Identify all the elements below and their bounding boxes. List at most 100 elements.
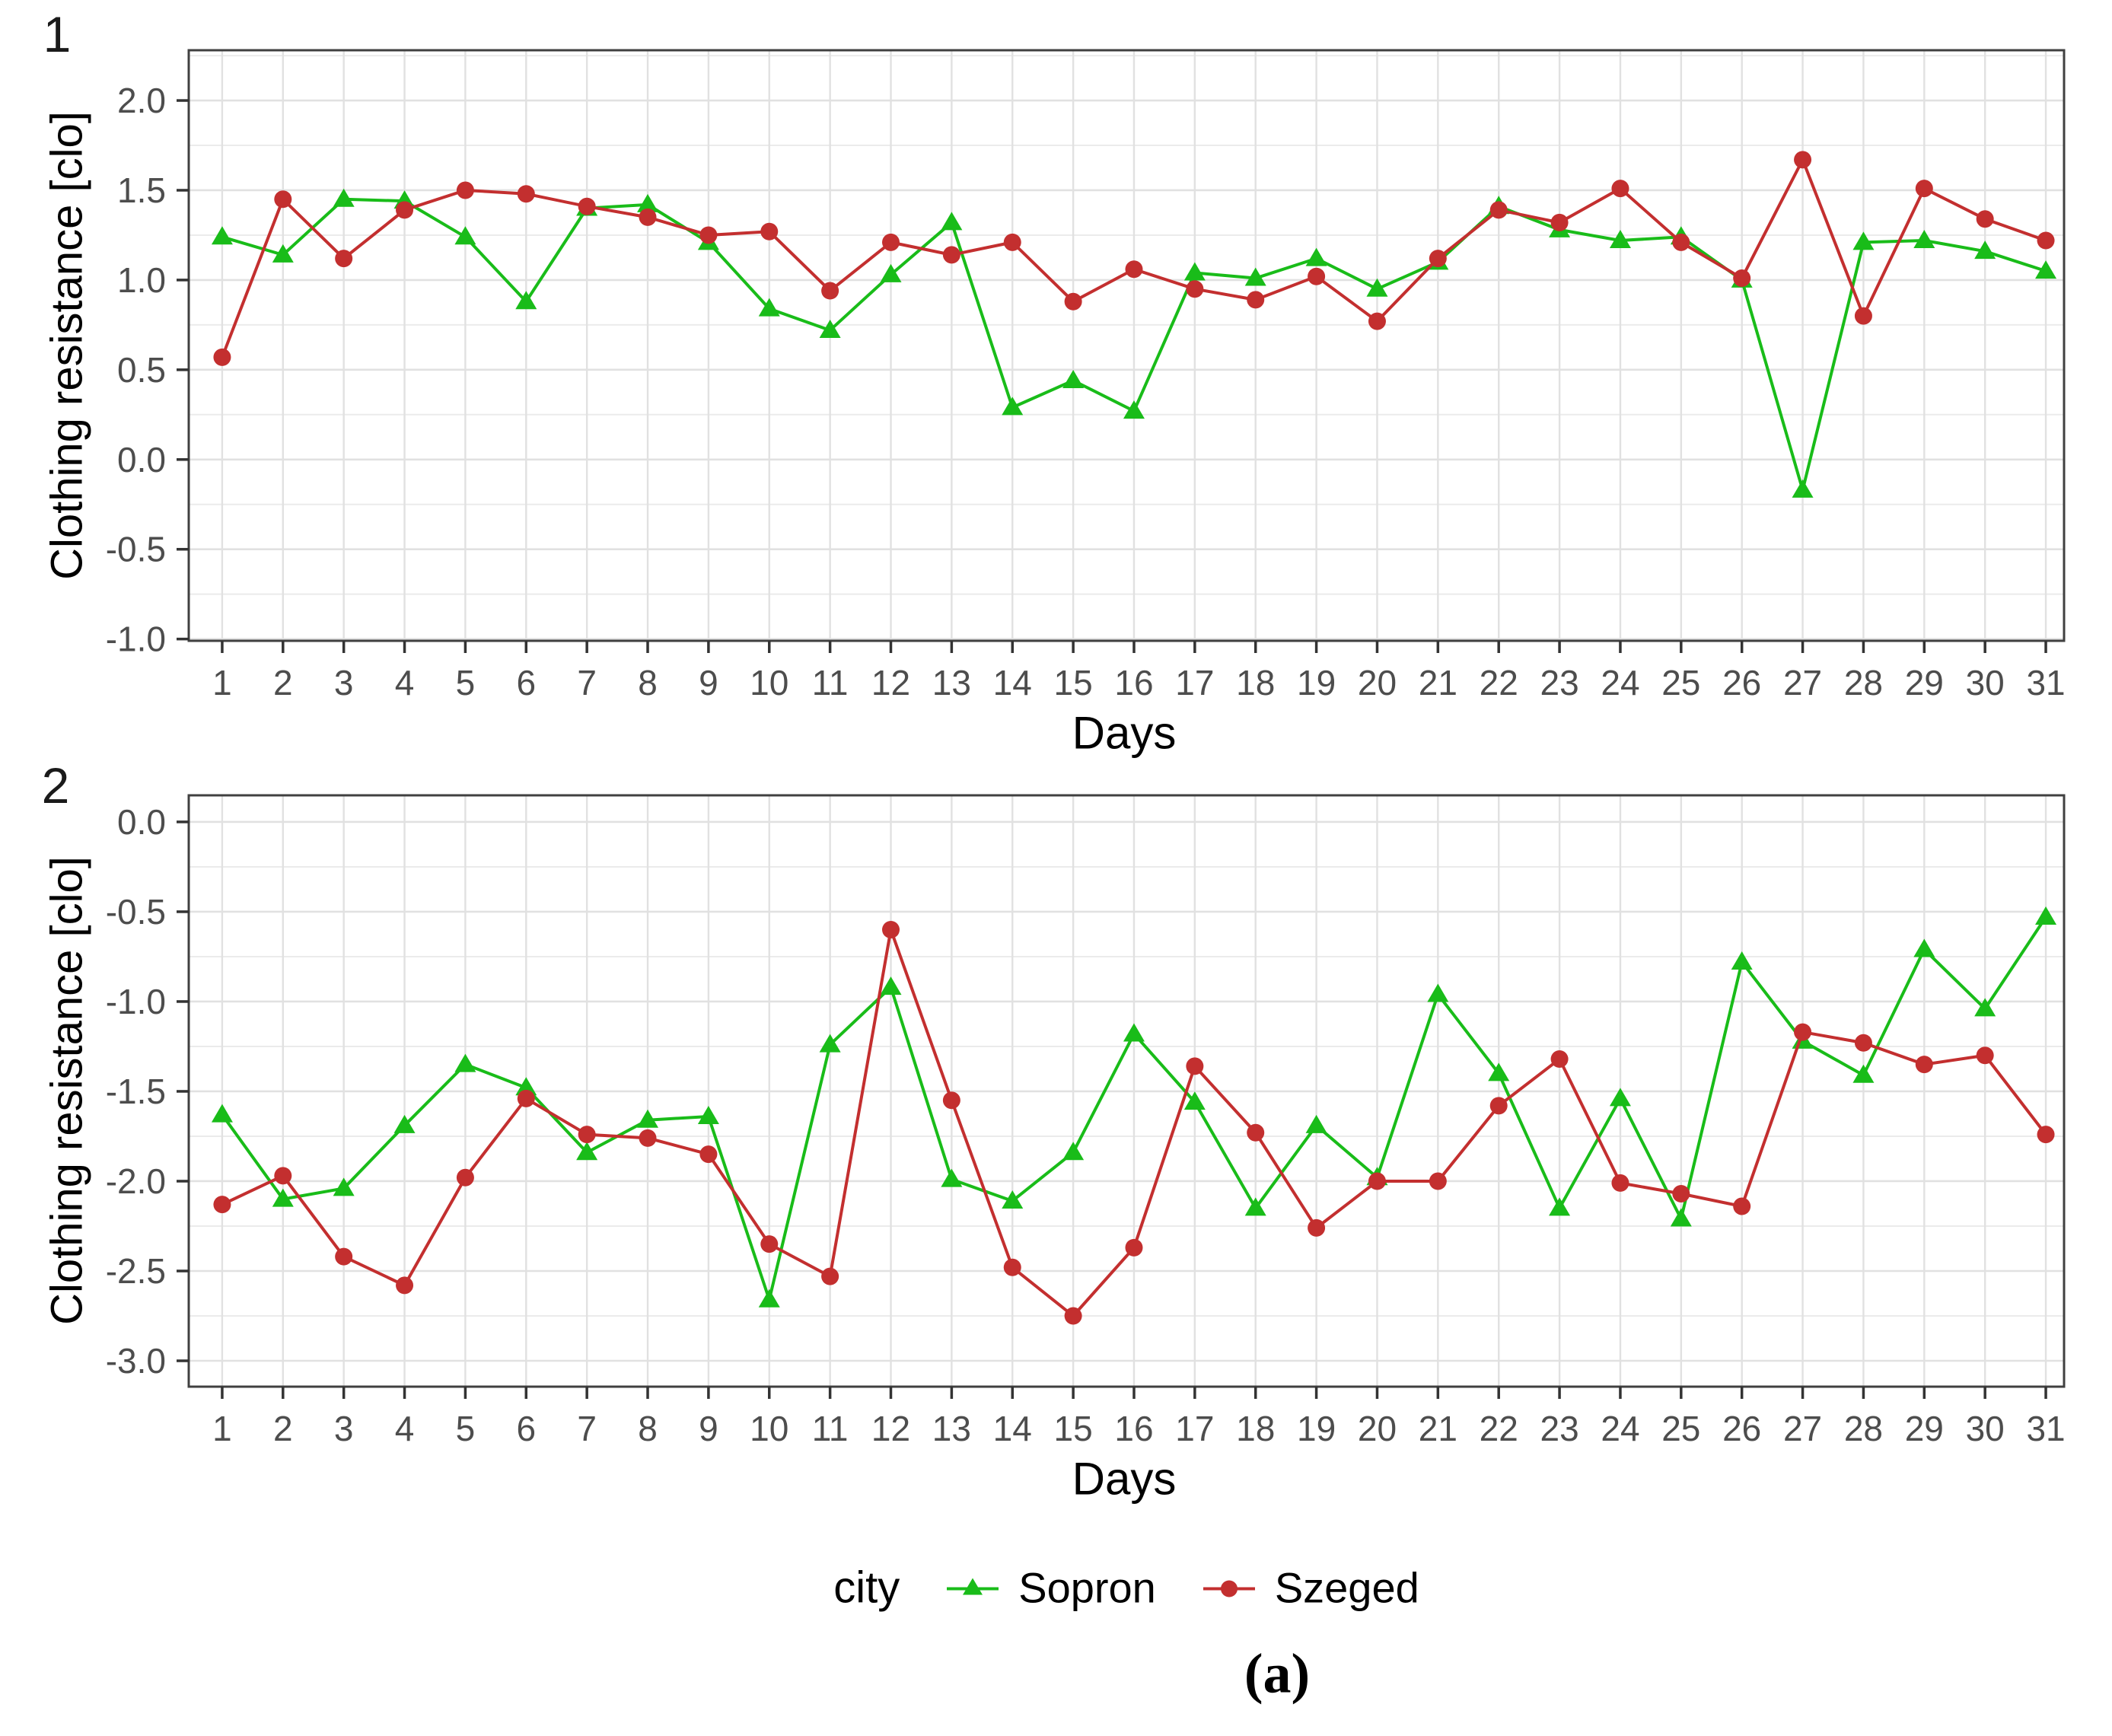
x-tick-label: 26 <box>1722 1409 1761 1448</box>
x-tick-label: 17 <box>1175 1409 1214 1448</box>
data-point-triangle <box>454 1053 476 1072</box>
data-point-circle <box>1915 1056 1933 1074</box>
data-point-circle <box>1489 201 1508 219</box>
x-tick-label: 25 <box>1661 663 1700 702</box>
data-point-triangle <box>1062 369 1085 388</box>
data-point-triangle <box>1123 400 1145 419</box>
data-point-circle <box>1733 269 1751 288</box>
x-tick-label: 9 <box>699 1409 718 1448</box>
data-point-circle <box>2037 231 2055 250</box>
data-point-circle <box>639 1129 657 1147</box>
data-point-triangle <box>1974 240 1996 260</box>
y-tick-label: -1.5 <box>106 1072 166 1111</box>
data-point-circle <box>1733 1197 1751 1215</box>
x-tick-label: 28 <box>1844 1409 1883 1448</box>
series-szeged <box>213 151 2055 366</box>
data-point-circle <box>1429 1172 1447 1190</box>
panel-1: 2.01.51.00.50.0-0.5-1.01 2 3 4 5 6 7 8 9 10 11 12 13… <box>106 49 2066 702</box>
x-tick-label: 3 <box>334 663 354 702</box>
x-tick-label: 14 <box>993 1409 1032 1448</box>
x-tick-label: 21 <box>1419 663 1457 702</box>
data-point-circle <box>1794 1023 1812 1041</box>
x-tick-label: 26 <box>1722 663 1761 702</box>
data-point-circle <box>517 1089 535 1107</box>
x-tick-label: 15 <box>1054 663 1093 702</box>
x-tick-label: 24 <box>1601 663 1639 702</box>
data-point-triangle <box>1002 397 1024 416</box>
data-point-circle <box>1429 250 1447 268</box>
data-point-triangle <box>1183 262 1206 281</box>
data-point-circle <box>699 226 718 244</box>
data-point-circle <box>882 921 900 939</box>
data-point-triangle <box>1792 479 1814 498</box>
data-point-circle <box>760 222 779 240</box>
data-point-triangle <box>211 226 233 245</box>
data-point-circle <box>396 201 414 219</box>
x-tick-label: 2 <box>273 663 293 702</box>
series-sopron <box>211 906 2057 1308</box>
x-tick-label: 20 <box>1358 1409 1397 1448</box>
data-point-circle <box>1854 307 1872 325</box>
data-point-circle <box>1550 213 1569 231</box>
axis-ticks: 0.0-0.5-1.0-1.5-2.0-2.5-3.01 2 3 4 5 6 7 8 9 10 11… <box>106 802 2066 1448</box>
data-point-triangle <box>393 1114 416 1133</box>
x-tick-label: 18 <box>1236 663 1275 702</box>
x-tick-label: 25 <box>1661 1409 1700 1448</box>
data-point-triangle <box>1913 230 1935 249</box>
data-point-triangle <box>1244 267 1266 286</box>
panel-2-label: 2 <box>41 757 70 814</box>
x-tick-label: 15 <box>1054 1409 1093 1448</box>
data-point-triangle <box>1427 983 1449 1002</box>
x-tick-label: 19 <box>1297 663 1336 702</box>
data-point-triangle <box>576 1142 598 1161</box>
data-point-triangle <box>272 1188 294 1207</box>
y-tick-label: -0.5 <box>106 530 166 569</box>
x-tick-label: 22 <box>1480 1409 1518 1448</box>
data-point-triangle <box>1123 1023 1145 1042</box>
y-tick-label: -1.0 <box>106 620 166 659</box>
data-point-triangle <box>637 1109 659 1128</box>
x-tick-label: 30 <box>1966 1409 2005 1448</box>
data-point-circle <box>213 1196 231 1214</box>
x-tick-label: 23 <box>1540 1409 1578 1448</box>
data-point-circle <box>1064 1307 1082 1325</box>
data-point-triangle <box>1002 1190 1024 1209</box>
data-point-triangle <box>1305 247 1327 266</box>
data-point-triangle <box>515 1077 537 1096</box>
legend-label-szeged: Szeged <box>1274 1563 1419 1612</box>
y-tick-label: 1.5 <box>117 170 166 210</box>
data-point-circle <box>821 282 839 300</box>
data-point-circle <box>1186 1057 1204 1075</box>
data-point-circle <box>942 246 960 264</box>
sopron-triangle-icon <box>947 1578 999 1594</box>
data-point-circle <box>1611 1174 1629 1192</box>
x-tick-label: 18 <box>1236 1409 1275 1448</box>
data-point-triangle <box>637 193 659 212</box>
data-point-circle <box>1308 267 1326 285</box>
x-tick-label: 20 <box>1358 663 1397 702</box>
data-point-circle <box>760 1235 779 1253</box>
x-tick-label: 3 <box>334 1409 354 1448</box>
data-point-circle <box>1794 151 1812 169</box>
x-tick-label: 8 <box>638 1409 658 1448</box>
data-point-circle <box>578 1126 596 1144</box>
x-tick-label: 16 <box>1114 1409 1153 1448</box>
data-point-triangle <box>1609 1088 1631 1107</box>
legend-title: city <box>833 1562 900 1613</box>
y-tick-label: 0.0 <box>117 802 166 842</box>
y-axis-title-panel-2: Clothing resistance [clo] <box>42 856 92 1325</box>
data-point-triangle <box>1974 998 1996 1017</box>
x-tick-label: 1 <box>212 663 232 702</box>
data-point-circle <box>517 185 535 203</box>
x-tick-label: 28 <box>1844 663 1883 702</box>
legend-item-sopron: Sopron <box>941 1563 1156 1613</box>
data-point-circle <box>1003 233 1021 251</box>
data-point-circle <box>1368 1172 1386 1190</box>
data-point-circle <box>2037 1126 2055 1144</box>
data-point-circle <box>1125 1238 1143 1257</box>
x-tick-label: 12 <box>871 1409 910 1448</box>
data-point-circle <box>1247 291 1265 309</box>
data-point-triangle <box>515 291 537 310</box>
data-point-triangle <box>880 976 902 995</box>
x-tick-label: 7 <box>577 663 597 702</box>
